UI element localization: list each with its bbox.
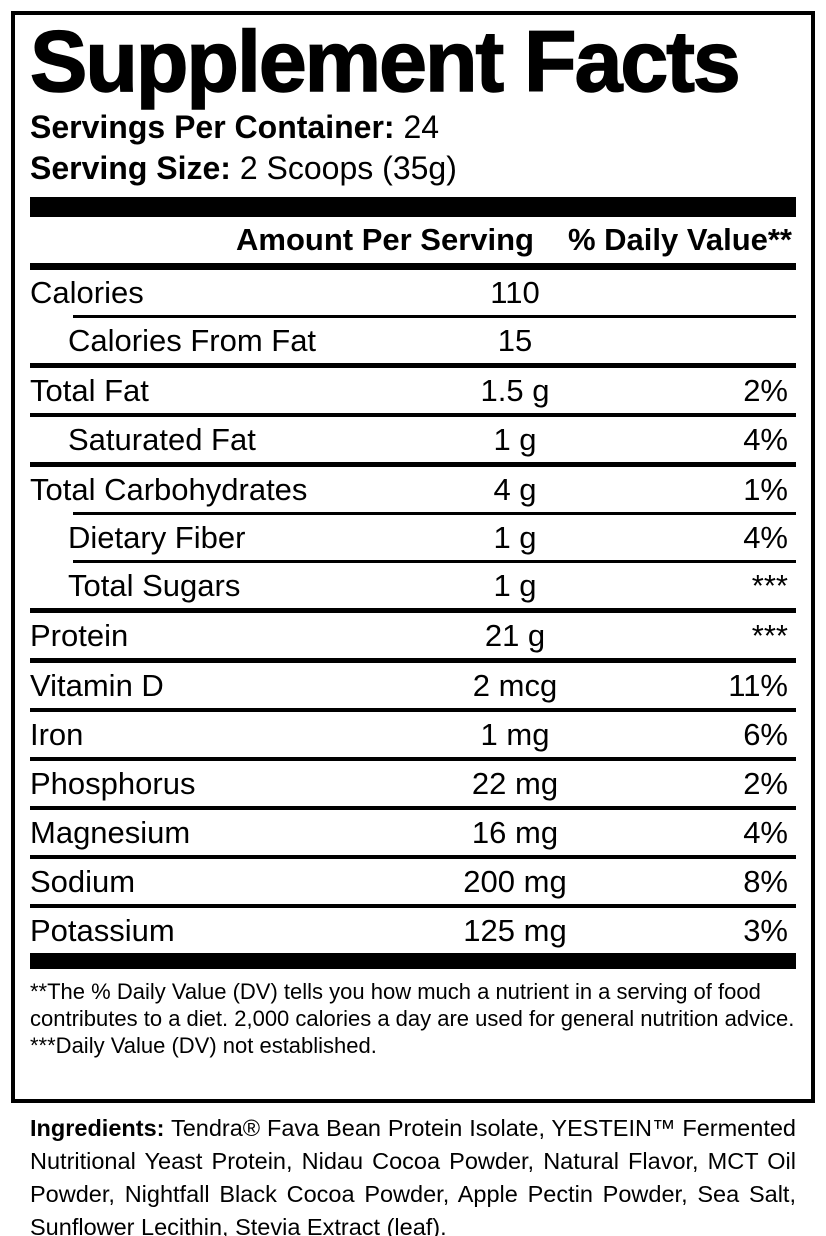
table-row: Calories From Fat 15 xyxy=(30,318,796,363)
row-separator-rule xyxy=(73,315,796,318)
nutrient-name: Calories From Fat xyxy=(68,322,317,358)
servings-per-container: Servings Per Container: 24 xyxy=(30,107,796,148)
daily-value-column-header: % Daily Value** xyxy=(567,222,792,257)
table-row: Total Sugars 1 g *** xyxy=(30,563,796,608)
nutrient-name: Sodium xyxy=(30,863,136,899)
nutrient-amount: 200 mg xyxy=(463,863,567,899)
nutrient-dv: *** xyxy=(751,567,788,603)
servings-per-container-label: Servings Per Container: xyxy=(30,109,395,145)
nutrient-name: Calories xyxy=(30,274,144,310)
panel-title: Supplement Facts xyxy=(29,14,741,110)
nutrient-dv: 2% xyxy=(743,765,788,801)
nutrient-amount: 2 mcg xyxy=(472,667,558,703)
nutrient-name: Saturated Fat xyxy=(68,421,256,457)
divider-bar-bottom xyxy=(30,953,796,969)
row-separator-rule xyxy=(30,413,796,417)
footnote-daily-value: **The % Daily Value (DV) tells you how m… xyxy=(30,979,795,1031)
row-separator-rule xyxy=(30,806,796,810)
nutrient-dv: 2% xyxy=(743,372,788,408)
nutrient-name: Total Fat xyxy=(30,372,149,408)
table-row: Phosphorus 22 mg 2% xyxy=(30,761,796,806)
serving-size-label: Serving Size: xyxy=(30,150,231,186)
table-row: Sodium 200 mg 8% xyxy=(30,859,796,904)
supplement-facts-panel: Supplement Facts Servings Per Container:… xyxy=(11,11,815,1103)
nutrient-name: Iron xyxy=(30,716,84,752)
nutrient-amount: 1 mg xyxy=(480,716,550,752)
nutrient-name: Dietary Fiber xyxy=(68,519,246,555)
ingredients-text: Tendra® Fava Bean Protein Isolate, YESTE… xyxy=(30,1115,796,1236)
table-row: Calories 110 xyxy=(30,270,796,315)
facts-table: Calories 110 Calories From Fat 15 Total Fat 1… xyxy=(30,270,796,953)
row-separator-rule xyxy=(30,462,796,467)
footnote-not-established: ***Daily Value (DV) not established. xyxy=(30,1033,377,1058)
nutrient-dv: 1% xyxy=(743,471,788,507)
nutrient-dv: 4% xyxy=(743,814,788,850)
nutrient-dv: 8% xyxy=(743,863,788,899)
serving-size-value: 2 Scoops (35g) xyxy=(239,150,457,186)
nutrient-amount: 4 g xyxy=(493,471,537,507)
nutrient-dv: *** xyxy=(751,617,788,653)
row-separator-rule xyxy=(73,560,796,563)
table-row: Vitamin D 2 mcg 11% xyxy=(30,663,796,708)
nutrient-amount: 110 xyxy=(490,274,540,310)
nutrient-amount: 21 g xyxy=(484,617,546,653)
table-row: Saturated Fat 1 g 4% xyxy=(30,417,796,462)
divider-bar-top xyxy=(30,197,796,217)
ingredients-label: Ingredients: xyxy=(30,1115,165,1141)
serving-info: Servings Per Container: 24 Serving Size:… xyxy=(30,107,796,189)
header-rule xyxy=(30,263,796,270)
ingredients-section: Ingredients: Tendra® Fava Bean Protein I… xyxy=(30,1112,796,1236)
table-row: Dietary Fiber 1 g 4% xyxy=(30,515,796,560)
nutrient-name: Total Sugars xyxy=(68,567,241,603)
nutrient-amount: 16 mg xyxy=(471,814,559,850)
table-row: Iron 1 mg 6% xyxy=(30,712,796,757)
servings-per-container-value: 24 xyxy=(403,109,440,145)
row-separator-rule xyxy=(30,757,796,761)
nutrient-amount: 1 g xyxy=(493,567,537,603)
row-separator-rule xyxy=(30,658,796,663)
row-separator-rule xyxy=(30,708,796,712)
amount-column-header: Amount Per Serving xyxy=(236,222,534,257)
row-separator-rule xyxy=(30,855,796,859)
serving-size: Serving Size: 2 Scoops (35g) xyxy=(30,148,796,189)
nutrient-dv: 4% xyxy=(743,519,788,555)
table-row: Total Carbohydrates 4 g 1% xyxy=(30,467,796,512)
nutrient-dv: 6% xyxy=(743,716,788,752)
row-separator-rule xyxy=(30,363,796,368)
nutrient-amount: 125 mg xyxy=(463,912,567,948)
nutrient-dv: 3% xyxy=(743,912,788,948)
nutrient-amount: 1 g xyxy=(493,421,537,457)
nutrient-name: Potassium xyxy=(30,912,175,948)
row-separator-rule xyxy=(30,608,796,613)
row-separator-rule xyxy=(30,904,796,908)
table-row: Magnesium 16 mg 4% xyxy=(30,810,796,855)
table-row: Protein 21 g *** xyxy=(30,613,796,658)
nutrient-amount: 22 mg xyxy=(471,765,559,801)
table-row: Potassium 125 mg 3% xyxy=(30,908,796,953)
nutrient-amount: 1.5 g xyxy=(480,372,550,408)
nutrient-amount: 1 g xyxy=(493,519,537,555)
nutrient-name: Magnesium xyxy=(30,814,191,850)
nutrient-name: Vitamin D xyxy=(30,667,164,703)
nutrient-name: Phosphorus xyxy=(30,765,196,801)
nutrient-name: Total Carbohydrates xyxy=(30,471,308,507)
table-row: Total Fat 1.5 g 2% xyxy=(30,368,796,413)
facts-table-header: Amount Per Serving % Daily Value** xyxy=(30,217,796,263)
nutrient-name: Protein xyxy=(30,617,129,653)
row-separator-rule xyxy=(73,512,796,515)
nutrient-dv: 4% xyxy=(743,421,788,457)
nutrient-amount: 15 xyxy=(497,322,533,358)
nutrient-dv: 11% xyxy=(728,667,788,703)
